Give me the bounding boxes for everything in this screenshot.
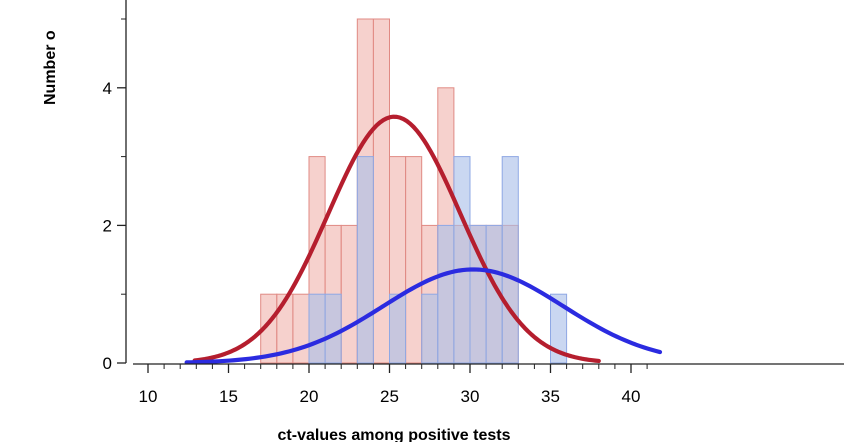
x-tick-label-40: 40 xyxy=(622,387,641,406)
bar-blue-1 xyxy=(324,293,342,364)
bar-blue-10 xyxy=(550,293,568,364)
bar-blue-4 xyxy=(421,293,439,364)
y-tick-label-0: 0 xyxy=(103,354,112,373)
y-tick-label-2: 2 xyxy=(103,216,112,235)
x-tick-label-35: 35 xyxy=(541,387,560,406)
x-axis-title: ct-values among positive tests xyxy=(278,427,511,442)
x-tick-label-15: 15 xyxy=(219,387,238,406)
bar-blue-0 xyxy=(308,293,326,364)
y-tick-label-4: 4 xyxy=(103,79,112,98)
bar-blue-7 xyxy=(469,224,487,364)
x-tick-label-10: 10 xyxy=(139,387,158,406)
density-curve-red xyxy=(192,114,601,364)
bar-blue-3 xyxy=(389,293,407,364)
bar-red-2 xyxy=(292,293,310,364)
axes xyxy=(117,0,844,373)
histogram-bars xyxy=(260,18,568,364)
bar-blue-6 xyxy=(453,156,471,364)
bar-blue-5 xyxy=(437,224,455,364)
tick-labels: 10 15 20 25 30 35 40 0 2 4 xyxy=(103,79,641,406)
bar-red-5 xyxy=(340,224,358,364)
bar-blue-9 xyxy=(501,156,519,364)
x-tick-label-20: 20 xyxy=(300,387,319,406)
density-curve-blue xyxy=(184,267,663,365)
bar-blue-2 xyxy=(356,156,374,364)
x-tick-label-30: 30 xyxy=(461,387,480,406)
x-tick-label-25: 25 xyxy=(380,387,399,406)
density-curves xyxy=(184,114,663,365)
bar-red-9 xyxy=(405,156,423,364)
y-axis-title: Number o xyxy=(42,30,59,105)
